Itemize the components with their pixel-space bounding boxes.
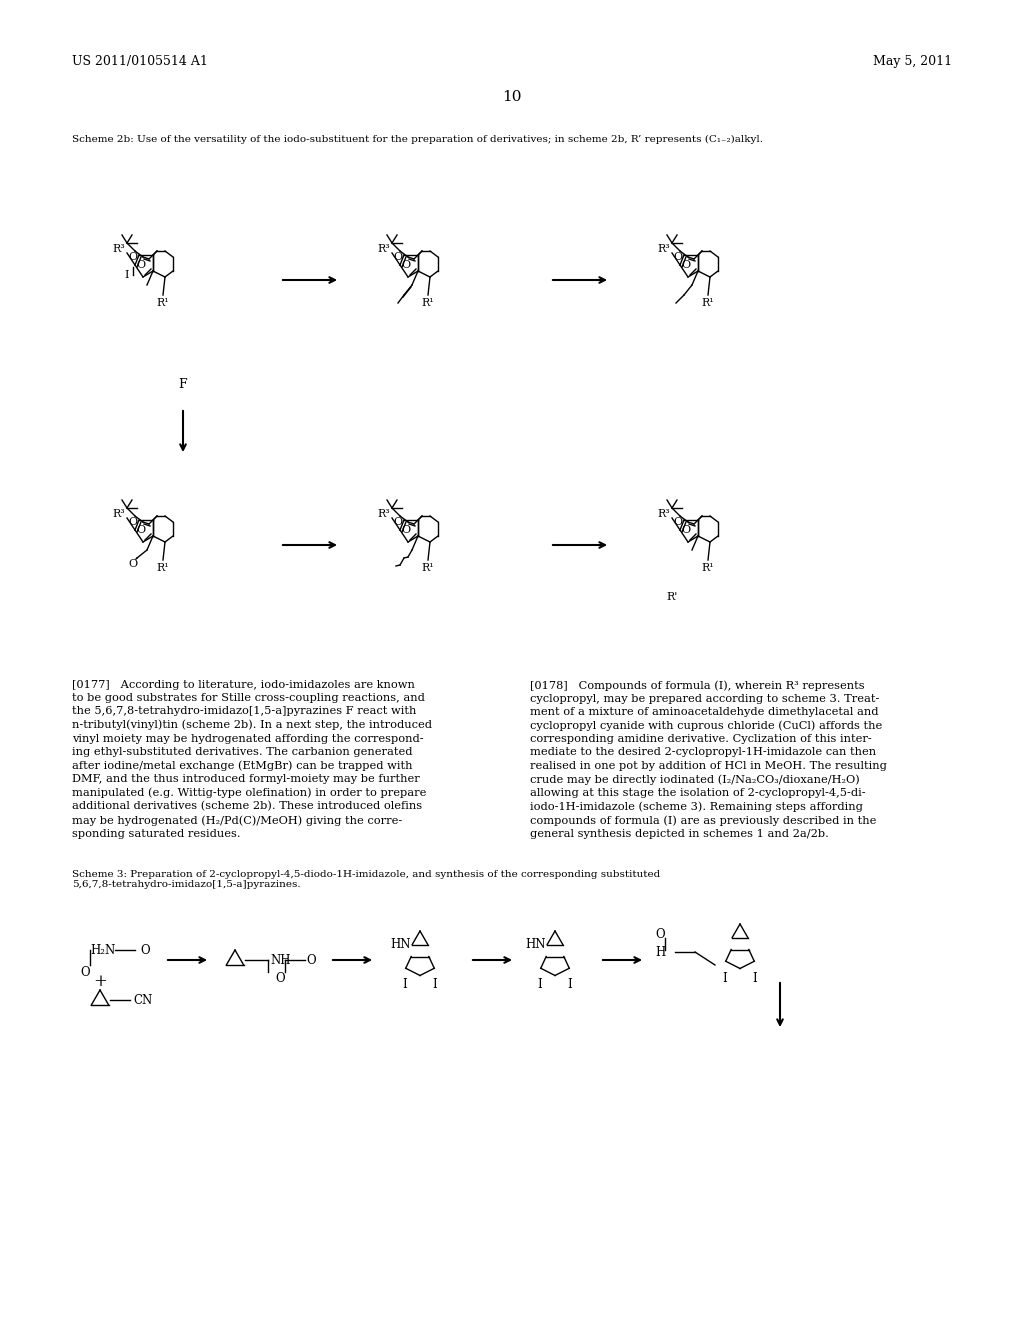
Text: R³: R³ xyxy=(657,244,671,253)
Text: O: O xyxy=(128,558,137,569)
Text: R¹: R¹ xyxy=(701,298,715,308)
Text: [0177]   According to literature, iodo-imidazoles are known
to be good substrate: [0177] According to literature, iodo-imi… xyxy=(72,680,432,838)
Text: O: O xyxy=(655,928,665,941)
Text: R': R' xyxy=(667,591,678,602)
Text: I: I xyxy=(567,978,572,991)
Text: R³: R³ xyxy=(378,244,390,253)
Text: R³: R³ xyxy=(113,510,125,519)
Text: R¹: R¹ xyxy=(157,298,169,308)
Text: O: O xyxy=(401,260,411,271)
Text: O: O xyxy=(80,965,90,978)
Text: R³: R³ xyxy=(657,510,671,519)
Text: Scheme 2b: Use of the versatility of the iodo-substituent for the preparation of: Scheme 2b: Use of the versatility of the… xyxy=(72,135,763,144)
Text: O: O xyxy=(674,252,683,261)
Text: R¹: R¹ xyxy=(157,564,169,573)
Text: May 5, 2011: May 5, 2011 xyxy=(872,55,952,69)
Text: O: O xyxy=(128,517,137,527)
Text: [0178]   Compounds of formula (I), wherein R³ represents
cyclopropyl, may be pre: [0178] Compounds of formula (I), wherein… xyxy=(530,680,887,840)
Text: I: I xyxy=(723,972,727,985)
Text: I: I xyxy=(432,978,437,991)
Text: O: O xyxy=(681,260,690,271)
Text: O: O xyxy=(681,525,690,535)
Text: H: H xyxy=(655,945,666,958)
Text: CN: CN xyxy=(133,994,153,1006)
Text: I: I xyxy=(402,978,408,991)
Text: R¹: R¹ xyxy=(701,564,715,573)
Text: I: I xyxy=(538,978,543,991)
Text: I: I xyxy=(125,271,129,280)
Text: O: O xyxy=(275,973,285,986)
Text: F: F xyxy=(178,379,187,392)
Text: HN: HN xyxy=(525,939,546,952)
Text: +: + xyxy=(93,974,106,990)
Text: O: O xyxy=(128,252,137,261)
Text: Scheme 3: Preparation of 2-cyclopropyl-4,5-diodo-1H-imidazole, and synthesis of : Scheme 3: Preparation of 2-cyclopropyl-4… xyxy=(72,870,660,890)
Text: R³: R³ xyxy=(378,510,390,519)
Text: HN: HN xyxy=(390,939,411,952)
Text: O: O xyxy=(136,260,145,271)
Text: O: O xyxy=(393,517,402,527)
Text: R³: R³ xyxy=(113,244,125,253)
Text: R¹: R¹ xyxy=(422,564,434,573)
Text: I: I xyxy=(753,972,758,985)
Text: O: O xyxy=(401,525,411,535)
Text: O: O xyxy=(140,944,150,957)
Text: H₂N: H₂N xyxy=(90,944,116,957)
Text: R¹: R¹ xyxy=(422,298,434,308)
Text: O: O xyxy=(393,252,402,261)
Text: O: O xyxy=(674,517,683,527)
Text: NH: NH xyxy=(270,953,291,966)
Text: US 2011/0105514 A1: US 2011/0105514 A1 xyxy=(72,55,208,69)
Text: O: O xyxy=(306,953,315,966)
Text: 10: 10 xyxy=(502,90,522,104)
Text: O: O xyxy=(136,525,145,535)
